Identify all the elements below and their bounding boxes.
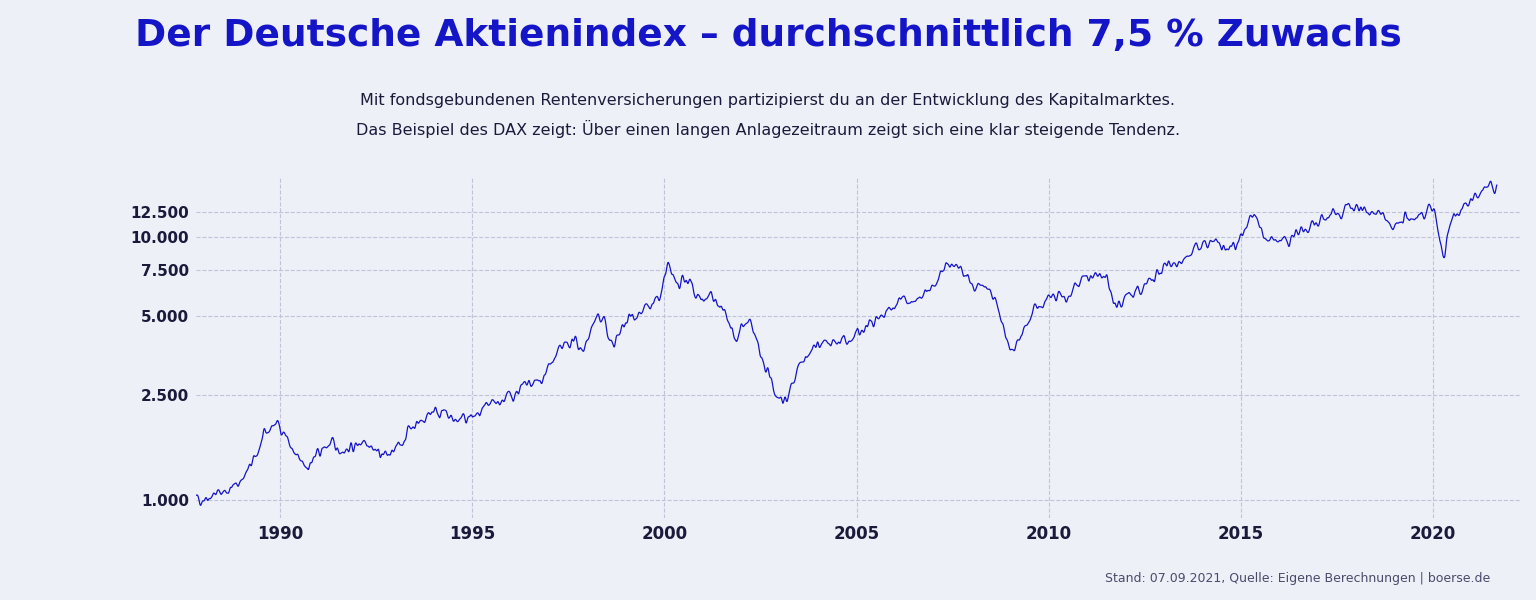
Text: Stand: 07.09.2021, Quelle: Eigene Berechnungen | boerse.de: Stand: 07.09.2021, Quelle: Eigene Berech… <box>1104 572 1490 585</box>
Text: Mit fondsgebundenen Rentenversicherungen partizipierst du an der Entwicklung des: Mit fondsgebundenen Rentenversicherungen… <box>361 93 1175 108</box>
Text: Das Beispiel des DAX zeigt: Über einen langen Anlagezeitraum zeigt sich eine kla: Das Beispiel des DAX zeigt: Über einen l… <box>356 120 1180 138</box>
Text: Der Deutsche Aktienindex – durchschnittlich 7,5 % Zuwachs: Der Deutsche Aktienindex – durchschnittl… <box>135 18 1401 54</box>
